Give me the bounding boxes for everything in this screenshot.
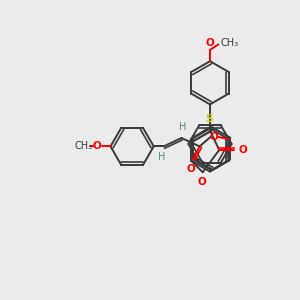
Text: O: O bbox=[187, 164, 196, 174]
Text: O: O bbox=[209, 132, 218, 142]
Text: O: O bbox=[198, 177, 206, 187]
Text: H: H bbox=[179, 122, 187, 132]
Text: CH₃: CH₃ bbox=[74, 141, 93, 152]
Text: O: O bbox=[238, 145, 247, 155]
Text: CH₃: CH₃ bbox=[220, 38, 238, 48]
Text: O: O bbox=[92, 141, 101, 152]
Text: O: O bbox=[206, 38, 214, 48]
Text: S: S bbox=[205, 114, 213, 124]
Text: H: H bbox=[158, 152, 166, 162]
